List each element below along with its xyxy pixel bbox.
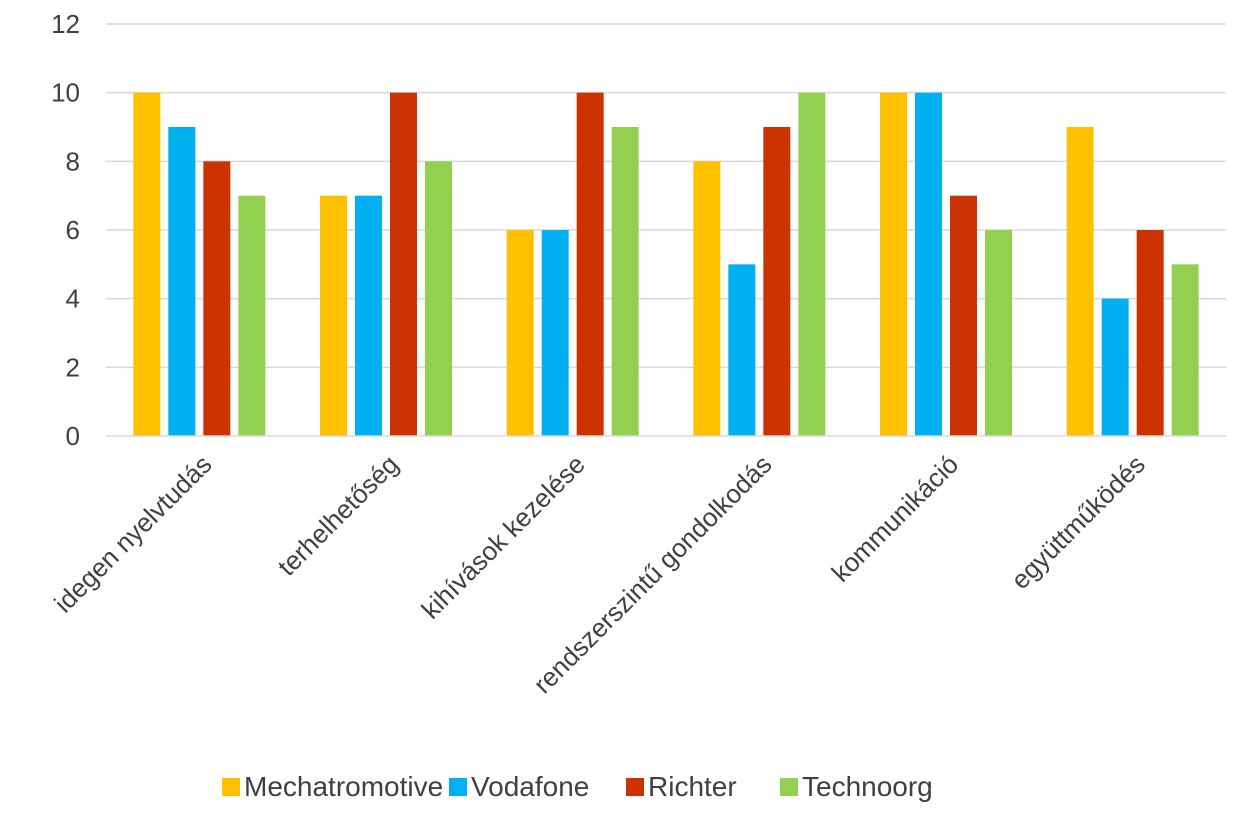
bar xyxy=(320,195,347,436)
y-tick-label: 12 xyxy=(51,9,80,39)
legend-label: Technoorg xyxy=(802,771,933,802)
legend-label: Mechatromotive xyxy=(244,771,443,802)
legend-label: Richter xyxy=(648,771,737,802)
legend-swatch xyxy=(780,778,798,796)
legend-swatch xyxy=(222,778,240,796)
bar xyxy=(541,230,569,436)
bar xyxy=(1136,230,1164,436)
bars xyxy=(133,92,1199,437)
x-category-label: idegen nyelvtudás xyxy=(48,449,217,618)
bar xyxy=(238,195,266,436)
x-category-label: kihívások kezelése xyxy=(415,449,591,625)
bar xyxy=(1101,298,1129,436)
y-tick-label: 10 xyxy=(51,78,80,108)
bar xyxy=(950,195,977,436)
gridlines xyxy=(106,23,1226,369)
bar xyxy=(390,92,417,437)
bar xyxy=(880,92,907,437)
bar xyxy=(355,195,382,436)
bar xyxy=(168,127,196,436)
y-axis-ticks: 0 2 4 6 8 10 12 xyxy=(51,9,80,451)
bar xyxy=(1171,264,1199,436)
legend-label: Vodafone xyxy=(471,771,589,802)
bar xyxy=(425,161,452,437)
bar xyxy=(506,230,534,436)
bar xyxy=(915,92,942,437)
bar xyxy=(576,92,604,437)
x-category-label: együttműködés xyxy=(1005,449,1151,595)
y-tick-label: 8 xyxy=(66,146,80,176)
x-category-label: kommunikáció xyxy=(826,449,965,588)
bar xyxy=(133,92,161,437)
bar xyxy=(611,127,639,436)
y-tick-label: 2 xyxy=(66,352,80,382)
legend: Mechatromotive Vodafone Richter Technoorg xyxy=(222,771,933,802)
bar xyxy=(1066,127,1094,436)
legend-swatch xyxy=(626,778,644,796)
legend-swatch xyxy=(449,778,467,796)
bar xyxy=(693,161,721,437)
y-tick-label: 0 xyxy=(66,421,80,451)
y-tick-label: 6 xyxy=(66,215,80,245)
bar xyxy=(203,161,231,437)
x-axis-category-labels: idegen nyelvtudás terhelhetőség kihívások … xyxy=(48,449,1151,699)
bar xyxy=(985,230,1012,436)
bar xyxy=(798,92,826,437)
x-category-label: terhelhetőség xyxy=(272,449,405,582)
bar xyxy=(728,264,756,436)
y-tick-label: 4 xyxy=(66,284,80,314)
bar xyxy=(763,127,791,436)
